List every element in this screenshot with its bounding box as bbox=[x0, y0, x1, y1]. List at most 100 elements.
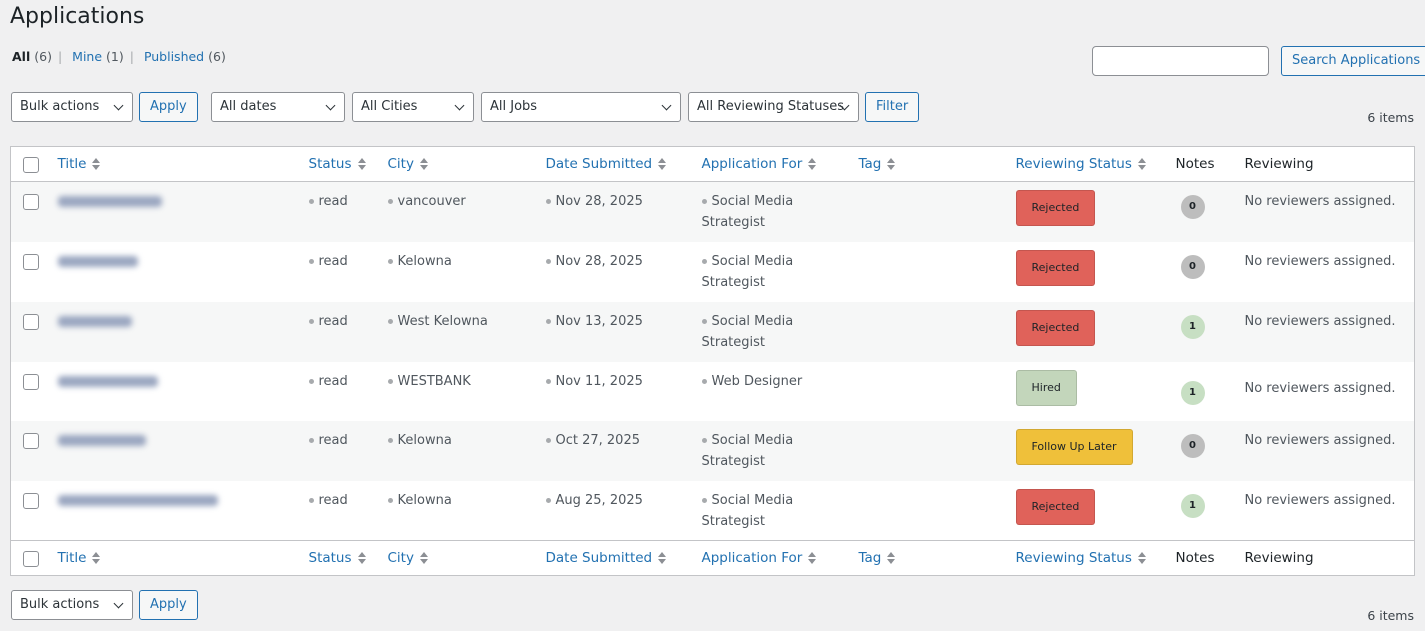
cell bbox=[849, 242, 1006, 302]
column-label[interactable]: Status bbox=[308, 156, 352, 172]
city: West Kelowna bbox=[388, 314, 488, 329]
date-filter[interactable]: All dates bbox=[211, 92, 345, 122]
cell: West Kelowna bbox=[378, 302, 536, 362]
redacted-title bbox=[57, 434, 146, 446]
view-label[interactable]: Published bbox=[143, 49, 205, 64]
cell bbox=[48, 362, 299, 421]
review-badge: Rejected bbox=[1015, 309, 1096, 346]
city: vancouver bbox=[388, 194, 466, 209]
column-label[interactable]: Reviewing Status bbox=[1015, 156, 1132, 172]
checkbox[interactable] bbox=[23, 157, 39, 173]
sort-indicator bbox=[887, 158, 896, 170]
bulk-actions[interactable]: Bulk actions bbox=[11, 590, 133, 620]
checkbox[interactable] bbox=[23, 194, 39, 210]
filter-button[interactable]: Filter bbox=[865, 92, 920, 122]
cell: Web Designer bbox=[692, 362, 849, 421]
checkbox[interactable] bbox=[23, 551, 39, 567]
checkbox[interactable] bbox=[23, 253, 39, 270]
checkbox[interactable] bbox=[23, 432, 39, 449]
reviewers: No reviewers assigned. bbox=[1244, 313, 1396, 329]
sort-indicator bbox=[658, 158, 667, 170]
cell: Nov 11, 2025 bbox=[536, 362, 692, 421]
status-filter[interactable]: All Reviewing Statuses bbox=[688, 92, 859, 122]
date-submitted: Nov 28, 2025 bbox=[546, 194, 643, 209]
cell: read bbox=[299, 242, 378, 302]
date-submitted: Oct 27, 2025 bbox=[546, 433, 641, 448]
reviewers: No reviewers assigned. bbox=[1244, 432, 1396, 448]
column-label: Reviewing bbox=[1244, 550, 1314, 566]
sort-indicator bbox=[808, 552, 817, 564]
column-label[interactable]: Reviewing Status bbox=[1015, 550, 1132, 566]
city-filter[interactable]: All Cities bbox=[352, 92, 474, 122]
column-label[interactable]: City bbox=[387, 550, 414, 566]
apply-button[interactable]: Apply bbox=[139, 92, 198, 122]
apply-button[interactable]: Apply bbox=[139, 590, 198, 620]
cell: Social Media Strategist bbox=[692, 481, 849, 541]
column-header: Reviewing bbox=[1234, 146, 1415, 182]
sort-indicator bbox=[357, 158, 366, 170]
view-label[interactable]: All bbox=[12, 49, 31, 64]
cell bbox=[11, 421, 48, 481]
cell: vancouver bbox=[378, 182, 536, 242]
view-count: (6) bbox=[208, 49, 226, 64]
table-body: read vancouver Nov 28, 2025 Social Media St… bbox=[10, 181, 1415, 541]
application-for: Social Media Strategist bbox=[701, 313, 794, 350]
sort-indicator bbox=[357, 552, 366, 564]
cell: Kelowna bbox=[378, 421, 536, 481]
cell bbox=[11, 182, 48, 242]
cell bbox=[48, 481, 299, 541]
cell bbox=[11, 362, 48, 421]
cell: 1 bbox=[1166, 302, 1235, 362]
bulk-actions[interactable]: Bulk actions bbox=[11, 92, 133, 122]
column-label[interactable]: Title bbox=[57, 550, 87, 566]
sort-indicator bbox=[419, 552, 428, 564]
checkbox[interactable] bbox=[23, 373, 39, 390]
review-badge: Rejected bbox=[1015, 249, 1096, 286]
cell: read bbox=[299, 182, 378, 242]
city: Kelowna bbox=[388, 433, 452, 448]
table-row: read Kelowna Oct 27, 2025 Social Media Stra… bbox=[10, 420, 1415, 481]
date-submitted: Aug 25, 2025 bbox=[546, 493, 643, 508]
table-row: read WESTBANK Nov 11, 2025 Web Designer Hire… bbox=[11, 362, 1415, 421]
checkbox[interactable] bbox=[23, 313, 39, 330]
column-label[interactable]: City bbox=[387, 156, 414, 172]
view-count: (1) bbox=[106, 49, 124, 64]
status: read bbox=[309, 374, 348, 389]
sort-indicator bbox=[419, 158, 428, 170]
reviewers: No reviewers assigned. bbox=[1244, 380, 1396, 396]
column-label[interactable]: Application For bbox=[701, 156, 803, 172]
job-filter[interactable]: All Jobs bbox=[481, 92, 681, 122]
column-header: Title bbox=[47, 146, 299, 182]
column-label[interactable]: Tag bbox=[858, 156, 882, 172]
application-for: Social Media Strategist bbox=[701, 194, 794, 230]
column-label[interactable]: Date Submitted bbox=[545, 550, 653, 566]
cell: 1 bbox=[1166, 362, 1235, 421]
column-label[interactable]: Date Submitted bbox=[545, 156, 653, 172]
cell: Social Media Strategist bbox=[692, 182, 849, 242]
column-header: Application For bbox=[691, 540, 849, 576]
cell: 0 bbox=[1166, 421, 1235, 481]
cell: Kelowna bbox=[378, 242, 536, 302]
cell: 1 bbox=[1166, 481, 1235, 541]
status: read bbox=[309, 433, 348, 448]
redacted-title bbox=[57, 494, 218, 506]
cell: Social Media Strategist bbox=[692, 302, 849, 362]
column-label[interactable]: Title bbox=[57, 156, 87, 172]
cell: Hired bbox=[1006, 362, 1166, 421]
column-header: City bbox=[377, 146, 536, 182]
column-label[interactable]: Status bbox=[308, 550, 352, 566]
cell: No reviewers assigned. bbox=[1235, 362, 1415, 421]
search-button[interactable]: Search Applications bbox=[1281, 46, 1425, 76]
search-input[interactable] bbox=[1092, 46, 1269, 76]
city: Kelowna bbox=[388, 254, 452, 269]
column-label[interactable]: Application For bbox=[701, 550, 803, 566]
cell: read bbox=[299, 481, 378, 541]
view-label[interactable]: Mine bbox=[72, 49, 103, 64]
cell bbox=[48, 302, 299, 362]
column-label[interactable]: Tag bbox=[858, 550, 882, 566]
notes-count: 1 bbox=[1180, 314, 1205, 339]
checkbox[interactable] bbox=[23, 492, 39, 509]
column-header: Notes bbox=[1165, 146, 1235, 182]
column-header: Tag bbox=[848, 146, 1006, 182]
city: Kelowna bbox=[388, 493, 452, 508]
